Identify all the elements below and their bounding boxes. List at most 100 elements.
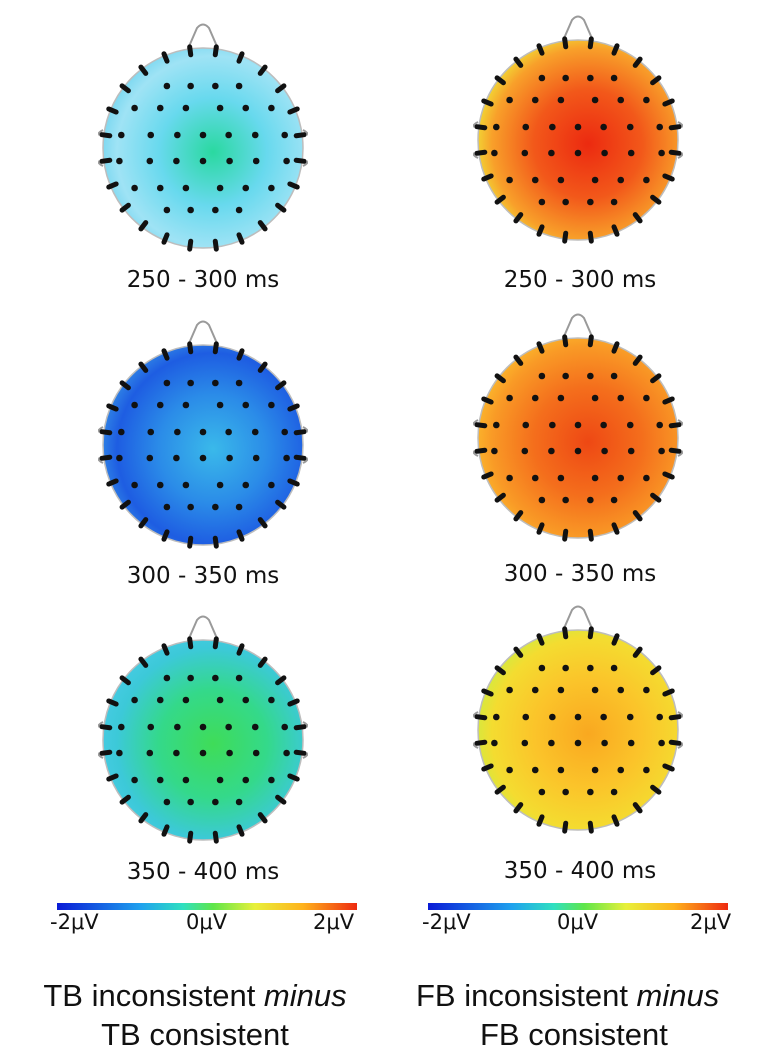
topomap-tb-350-400-svg	[98, 615, 308, 844]
electrode-dot	[216, 104, 224, 112]
rim-electrode	[293, 454, 307, 461]
electrode-dot	[174, 428, 181, 436]
time-label-fb-300-350: 300 - 350 ms	[503, 561, 657, 587]
electrode-dot	[156, 104, 164, 112]
scalp-surface	[102, 47, 304, 249]
electrode-dot	[557, 394, 565, 402]
topomap-tb-300-350	[98, 315, 308, 550]
electrode-dot	[235, 503, 243, 511]
electrode-dot	[252, 157, 260, 165]
electrode-dot	[506, 176, 513, 184]
rim-electrode	[119, 83, 131, 94]
electrode-dot	[521, 447, 529, 455]
rim-electrode	[212, 830, 219, 844]
electrode-dot	[268, 184, 275, 192]
right-ear-outline	[302, 129, 308, 167]
rim-electrode	[650, 784, 662, 795]
electrode-dot	[531, 686, 539, 694]
rim-electrode	[119, 675, 131, 686]
electrode-dot	[574, 447, 582, 455]
electrode-dot	[182, 776, 190, 784]
rim-electrode	[474, 739, 488, 746]
rim-electrode	[650, 492, 662, 503]
rim-electrode	[187, 238, 194, 252]
electrode-dot	[187, 503, 194, 511]
scalp-surface	[477, 337, 679, 539]
scalp-surface	[102, 639, 304, 841]
electrode-dot	[199, 157, 207, 165]
rim-electrode	[562, 528, 569, 542]
electrode-dot	[531, 96, 539, 104]
rim-electrode	[293, 157, 307, 164]
electrode-dot	[283, 749, 290, 757]
electrode-dot	[658, 739, 665, 747]
rim-electrode	[632, 354, 643, 366]
rim-electrode	[611, 522, 620, 535]
electrode-dot	[242, 776, 250, 784]
electrode-dot	[656, 713, 663, 721]
electrode-dot	[574, 739, 582, 747]
electrode-dot	[268, 104, 275, 112]
electrode-dot	[493, 421, 500, 429]
electrode-dot	[116, 454, 123, 462]
topomap-tb-250-300	[98, 18, 308, 253]
electrode-dot	[225, 131, 232, 139]
electrode-dot	[610, 788, 618, 796]
electrode-dot	[235, 798, 243, 806]
electrode-dot	[538, 198, 546, 206]
rim-electrode	[287, 106, 300, 115]
electrode-dot	[187, 798, 194, 806]
electrode-dot	[163, 206, 171, 214]
rim-electrode	[138, 812, 149, 824]
electrode-dot	[506, 686, 513, 694]
scalp-surface	[477, 629, 679, 831]
electrode-dot	[600, 123, 607, 131]
electrode-dot	[574, 421, 582, 429]
electrode-dot	[548, 739, 555, 747]
rim-electrode	[494, 373, 506, 384]
rim-electrode	[587, 528, 594, 542]
electrode-dot	[643, 96, 650, 104]
caption-right: FB inconsistent minus FB consistent	[392, 976, 778, 1054]
rim-electrode	[187, 44, 194, 58]
rim-electrode	[668, 124, 682, 131]
rim-electrode	[293, 429, 307, 436]
electrode-dot	[627, 149, 635, 157]
rim-electrode	[662, 688, 675, 697]
electrode-dot	[131, 104, 138, 112]
rim-electrode	[481, 173, 494, 182]
electrode-dot	[601, 447, 608, 455]
rim-electrode	[632, 802, 643, 814]
rim-electrode	[536, 633, 545, 646]
caption-right-italic: minus	[636, 978, 720, 1013]
right-ear-outline	[677, 711, 683, 749]
electrode-dot	[242, 104, 250, 112]
rim-electrode	[99, 157, 113, 164]
caption-right-prefix: FB inconsistent	[416, 978, 637, 1013]
electrode-dot	[268, 481, 275, 489]
rim-electrode	[536, 224, 545, 237]
caption-left-prefix: TB inconsistent	[43, 978, 264, 1013]
electrode-dot	[601, 739, 608, 747]
electrode-dot	[591, 176, 599, 184]
electrode-dot	[281, 428, 288, 436]
electrode-dot	[163, 503, 171, 511]
electrode-dot	[548, 149, 555, 157]
topomap-fb-250-300-svg	[473, 15, 683, 244]
nose-outline	[561, 313, 595, 342]
caption-right-line2: FB consistent	[480, 1017, 668, 1052]
rim-electrode	[668, 447, 682, 454]
electrode-dot	[131, 401, 138, 409]
rim-electrode	[650, 373, 662, 384]
time-label-tb-250-300: 250 - 300 ms	[126, 267, 280, 293]
topomap-fb-250-300	[473, 10, 683, 245]
rim-electrode	[562, 334, 569, 348]
rim-electrode	[562, 36, 569, 50]
rim-electrode	[587, 626, 594, 640]
electrode-dot	[252, 749, 260, 757]
electrode-dot	[235, 82, 243, 90]
rim-electrode	[536, 43, 545, 56]
electrode-dot	[538, 788, 546, 796]
electrode-dot	[601, 149, 608, 157]
rim-electrode	[275, 83, 287, 94]
